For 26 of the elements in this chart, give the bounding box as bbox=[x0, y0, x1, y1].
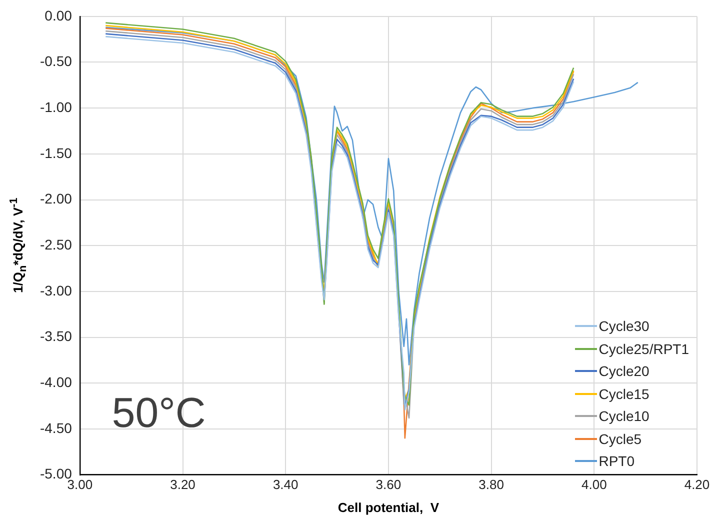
x-tick-label: 3.00 bbox=[67, 477, 93, 492]
y-tick-label: 0.00 bbox=[44, 7, 72, 24]
x-tick-label: 3.80 bbox=[478, 477, 504, 492]
x-tick-label: 3.60 bbox=[376, 477, 402, 492]
y-tick-label: -4.50 bbox=[40, 420, 72, 436]
y-tick-label: -1.00 bbox=[40, 98, 72, 115]
y-tick-label: -3.00 bbox=[40, 282, 72, 298]
x-tick-label: 4.20 bbox=[684, 477, 710, 492]
y-tick-label: -3.50 bbox=[40, 328, 72, 344]
annotation: 50°C bbox=[112, 388, 206, 436]
legend-label: Cycle5 bbox=[598, 430, 642, 447]
x-axis-title: Cell potential, V bbox=[338, 500, 440, 515]
legend-label: Cycle10 bbox=[598, 408, 650, 424]
legend-label: Cycle15 bbox=[598, 386, 650, 402]
legend-label: Cycle20 bbox=[598, 363, 650, 380]
y-tick-label: -2.00 bbox=[40, 190, 72, 207]
y-tick-label: -0.50 bbox=[40, 53, 72, 70]
y-tick-label: -4.00 bbox=[40, 374, 72, 390]
y-tick-label: -2.50 bbox=[40, 236, 72, 252]
legend-label: Cycle30 bbox=[598, 318, 650, 334]
y-tick-label: -1.50 bbox=[40, 144, 72, 161]
x-tick-label: 4.00 bbox=[581, 477, 607, 492]
x-tick-label: 3.20 bbox=[170, 477, 196, 492]
x-tick-label: 3.40 bbox=[272, 477, 298, 492]
legend-label: RPT0 bbox=[598, 453, 635, 470]
legend-label: Cycle25/RPT1 bbox=[598, 340, 689, 357]
